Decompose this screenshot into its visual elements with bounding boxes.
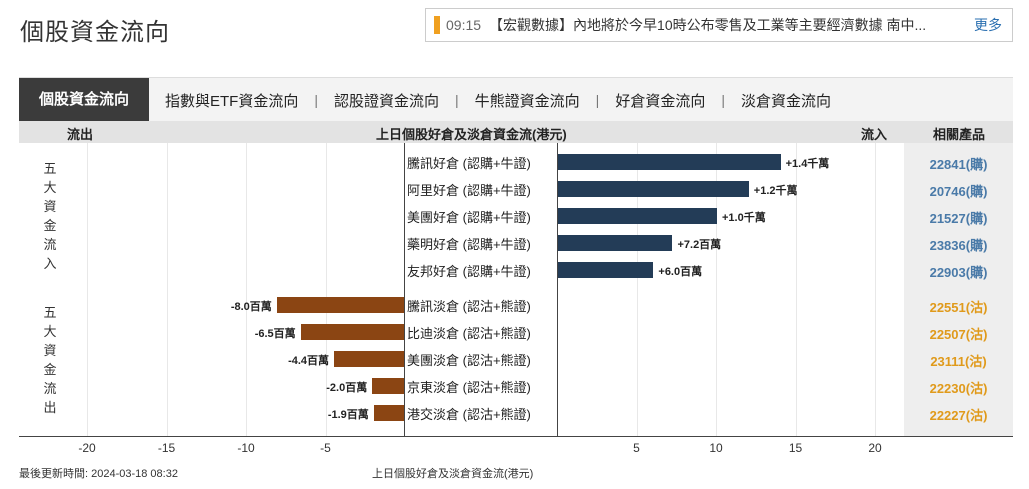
category-label: 京東淡倉 (認沽+熊證) xyxy=(407,380,531,395)
zero-line xyxy=(404,143,405,436)
x-tick-label: 20 xyxy=(868,441,882,455)
data-label: -1.9百萬 xyxy=(327,409,369,421)
tab-separator: | xyxy=(721,92,725,108)
grid-line xyxy=(87,143,88,436)
related-product-link[interactable]: 23111(沽) xyxy=(930,354,987,369)
inflow-bar[interactable] xyxy=(558,154,781,170)
related-product-link[interactable]: 22507(沽) xyxy=(929,327,988,342)
tab-stock-flow[interactable]: 個股資金流向 xyxy=(19,78,150,122)
category-label: 港交淡倉 (認沽+熊證) xyxy=(407,407,531,422)
x-tick-label: -10 xyxy=(237,441,255,455)
last-update: 最後更新時間: 2024-03-18 08:32 xyxy=(19,468,178,480)
inflow-bar[interactable] xyxy=(558,181,749,197)
category-label: 騰訊好倉 (認購+牛證) xyxy=(407,156,531,171)
category-label: 美團淡倉 (認沽+熊證) xyxy=(407,353,531,368)
inflow-side-label: 五大資金流入 xyxy=(43,161,57,271)
tab-warrant-flow[interactable]: 認股證資金流向 xyxy=(334,92,440,110)
category-label: 美團好倉 (認購+牛證) xyxy=(407,210,531,225)
category-label: 藥明好倉 (認購+牛證) xyxy=(407,237,531,252)
x-tick-label: -20 xyxy=(78,441,96,455)
data-label: -8.0百萬 xyxy=(230,301,272,313)
news-more-link[interactable]: 更多 xyxy=(974,17,1002,33)
outflow-bar[interactable] xyxy=(276,297,404,313)
category-label: 阿里好倉 (認購+牛證) xyxy=(407,183,531,198)
outflow-bar[interactable] xyxy=(373,405,404,421)
tab-short-flow[interactable]: 淡倉資金流向 xyxy=(740,92,831,110)
related-product-link[interactable]: 22551(沽) xyxy=(929,300,988,315)
news-headline[interactable]: 【宏觀數據】內地將於今早10時公布零售及工業等主要經濟數據 南中... xyxy=(489,17,927,33)
outflow-bar[interactable] xyxy=(372,378,404,394)
news-time: 09:15 xyxy=(446,17,482,33)
data-label: -4.4百萬 xyxy=(288,355,330,367)
grid-line xyxy=(636,143,638,436)
grid-line xyxy=(166,143,168,436)
chart-header: 流出 上日個股好倉及淡倉資金流(港元) 流入 相關產品 xyxy=(19,121,1013,143)
grid-line xyxy=(795,143,797,436)
x-tick-label: 10 xyxy=(709,441,723,455)
inflow-bar[interactable] xyxy=(558,262,654,278)
data-label: -6.5百萬 xyxy=(254,328,296,340)
related-product-link[interactable]: 22227(沽) xyxy=(929,408,988,423)
x-tick-label: 15 xyxy=(788,441,803,455)
news-ticker[interactable]: 09:15 【宏觀數據】內地將於今早10時公布零售及工業等主要經濟數據 南中..… xyxy=(425,8,1013,42)
outflow-bar[interactable] xyxy=(300,324,404,340)
data-label: +1.4千萬 xyxy=(785,158,830,170)
outflow-side-label: 五大資金流出 xyxy=(43,305,57,415)
x-axis-caption: 上日個股好倉及淡倉資金流(港元) xyxy=(372,468,534,480)
inflow-header: 流入 xyxy=(861,127,888,142)
zero-line xyxy=(557,143,558,436)
chart-title: 上日個股好倉及淡倉資金流(港元) xyxy=(376,127,567,142)
inflow-bar[interactable] xyxy=(558,235,673,251)
x-tick-label: -5 xyxy=(320,441,331,455)
tab-index-etf-flow[interactable]: 指數與ETF資金流向 xyxy=(165,92,299,110)
related-product-link[interactable]: 22841(購) xyxy=(929,157,988,172)
tab-cbbc-flow[interactable]: 牛熊證資金流向 xyxy=(474,92,580,110)
outflow-header: 流出 xyxy=(67,127,94,142)
category-label: 友邦好倉 (認購+牛證) xyxy=(407,264,531,279)
related-product-link[interactable]: 22903(購) xyxy=(929,265,988,280)
grid-line xyxy=(875,143,876,436)
products-column: 22841(購) 20746(購) 21527(購) 23836(購) 22903(購)… xyxy=(904,143,1013,436)
tab-separator: | xyxy=(595,92,600,108)
fund-flow-chart: 22841(購) 20746(購) 21527(購) 23836(購) 22903(購)… xyxy=(19,143,1013,437)
x-tick-label: -15 xyxy=(157,441,176,455)
grid-line xyxy=(325,143,327,436)
tab-bar: 個股資金流向 指數與ETF資金流向 | 認股證資金流向 | 牛熊證資金流向 | … xyxy=(19,77,1013,122)
category-label: 騰訊淡倉 (認沽+熊證) xyxy=(407,299,531,314)
x-tick-label: 5 xyxy=(633,441,640,455)
data-label: +6.0百萬 xyxy=(658,266,703,278)
related-product-link[interactable]: 23836(購) xyxy=(929,238,988,253)
page-title: 個股資金流向 xyxy=(20,19,170,46)
related-product-link[interactable]: 22230(沽) xyxy=(929,381,988,396)
grid-line xyxy=(716,143,717,436)
tab-long-flow[interactable]: 好倉資金流向 xyxy=(615,92,706,110)
outflow-bar[interactable] xyxy=(334,351,404,367)
data-label: +1.2千萬 xyxy=(753,185,798,197)
tab-separator: | xyxy=(455,92,459,108)
category-label: 比迪淡倉 (認沽+熊證) xyxy=(407,326,531,341)
related-product-link[interactable]: 20746(購) xyxy=(929,184,988,199)
tab-separator: | xyxy=(314,92,318,108)
inflow-bar[interactable] xyxy=(558,208,717,224)
data-label: +1.0千萬 xyxy=(722,212,766,224)
products-header: 相關產品 xyxy=(933,127,986,142)
related-product-link[interactable]: 21527(購) xyxy=(929,211,988,226)
news-accent-bar xyxy=(434,16,440,34)
data-label: -2.0百萬 xyxy=(326,382,368,394)
grid-line xyxy=(246,143,247,436)
data-label: +7.2百萬 xyxy=(677,239,722,251)
